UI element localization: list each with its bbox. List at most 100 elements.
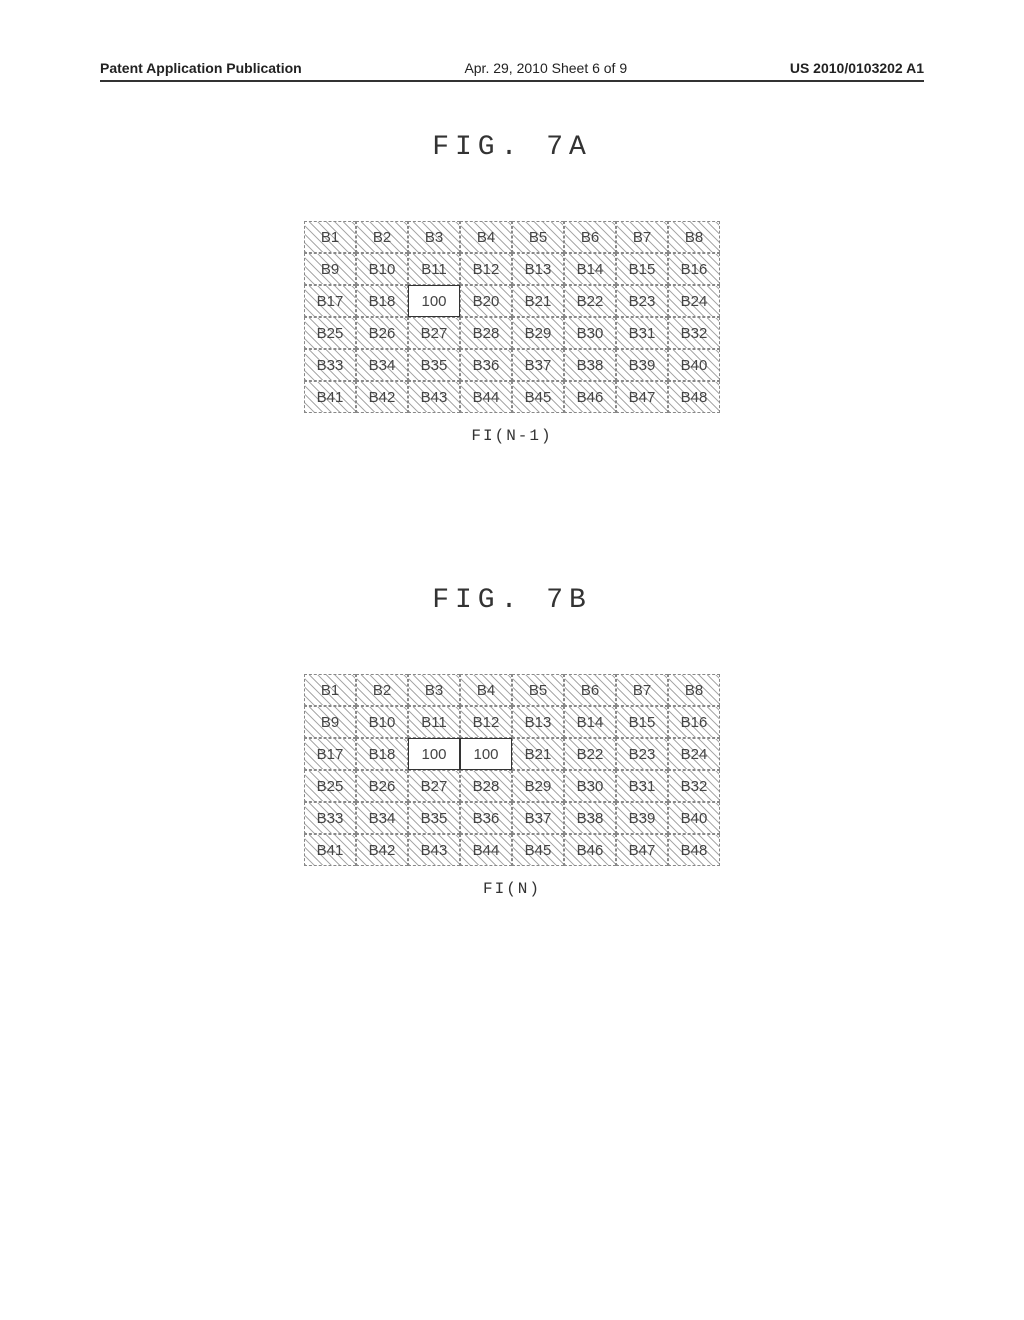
grid-cell-label: B46 [577, 842, 604, 859]
grid-cell: B21 [512, 285, 564, 317]
grid-cell: B28 [460, 317, 512, 349]
grid-cell-label: B1 [321, 229, 339, 246]
grid-cell-label: B42 [369, 389, 396, 406]
grid-cell-label: B24 [681, 746, 708, 763]
grid-cell-label: B47 [629, 842, 656, 859]
grid-cell-label: B3 [425, 229, 443, 246]
grid-cell: B48 [668, 834, 720, 866]
grid-cell: B5 [512, 221, 564, 253]
grid-cell: B6 [564, 221, 616, 253]
grid-cell: B18 [356, 738, 408, 770]
figure-7a: FIG. 7A B1B2B3B4B5B6B7B8B9B10B11B12B13B1… [100, 132, 924, 445]
grid-cell: B18 [356, 285, 408, 317]
grid-cell-label: B9 [321, 261, 339, 278]
grid-cell: B33 [304, 802, 356, 834]
grid-cell: B42 [356, 381, 408, 413]
grid-cell-label: B14 [577, 261, 604, 278]
grid-cell: B48 [668, 381, 720, 413]
grid-cell: B3 [408, 221, 460, 253]
grid-cell-label: B5 [529, 229, 547, 246]
block-grid: B1B2B3B4B5B6B7B8B9B10B11B12B13B14B15B16B… [304, 674, 720, 866]
grid-cell: B31 [616, 770, 668, 802]
grid-cell-label: B36 [473, 357, 500, 374]
grid-cell-label: B17 [317, 293, 344, 310]
grid-cell-label: B40 [681, 810, 708, 827]
grid-cell: B31 [616, 317, 668, 349]
grid-cell: B17 [304, 738, 356, 770]
grid-cell: B38 [564, 349, 616, 381]
grid-cell: B7 [616, 221, 668, 253]
grid-cell: B42 [356, 834, 408, 866]
grid-cell-label: B18 [369, 746, 396, 763]
figure-7b: FIG. 7B B1B2B3B4B5B6B7B8B9B10B11B12B13B1… [100, 585, 924, 898]
grid-cell-label: B24 [681, 293, 708, 310]
grid-cell: B6 [564, 674, 616, 706]
grid-cell-label: B15 [629, 261, 656, 278]
grid-cell-label: B23 [629, 293, 656, 310]
grid-cell: B46 [564, 834, 616, 866]
grid-cell: B20 [460, 285, 512, 317]
figure-caption: FI(N) [483, 880, 541, 898]
grid-cell: B12 [460, 253, 512, 285]
grid-cell: B30 [564, 770, 616, 802]
grid-cell: B26 [356, 770, 408, 802]
grid-cell: B35 [408, 349, 460, 381]
grid-cell-label: B48 [681, 842, 708, 859]
grid-cell: 100 [460, 738, 512, 770]
grid-cell-label: B35 [421, 810, 448, 827]
grid-cell: B1 [304, 221, 356, 253]
grid-cell-label: B29 [525, 778, 552, 795]
grid-cell: B40 [668, 349, 720, 381]
grid-cell-label: B30 [577, 778, 604, 795]
grid-cell-label: B31 [629, 325, 656, 342]
grid-cell-label: B3 [425, 682, 443, 699]
grid-cell: B14 [564, 253, 616, 285]
grid-cell-label: B11 [421, 261, 447, 278]
grid-cell: B3 [408, 674, 460, 706]
grid-cell-label: B2 [373, 229, 391, 246]
grid-cell-label: B42 [369, 842, 396, 859]
figure-title: FIG. 7B [100, 585, 924, 616]
grid-cell-label: B13 [525, 714, 552, 731]
grid-cell: B10 [356, 253, 408, 285]
grid-cell: B34 [356, 802, 408, 834]
grid-cell: B11 [408, 706, 460, 738]
grid-cell: B34 [356, 349, 408, 381]
header-center: Apr. 29, 2010 Sheet 6 of 9 [464, 60, 627, 76]
grid-cell-label: B45 [525, 842, 552, 859]
grid-cell-label: B45 [525, 389, 552, 406]
grid-cell-label: B41 [317, 389, 344, 406]
grid-cell-label: B44 [473, 389, 500, 406]
grid-cell-label: B7 [633, 229, 651, 246]
grid-cell-label: B39 [629, 357, 656, 374]
grid-cell: B32 [668, 770, 720, 802]
grid-cell: B41 [304, 381, 356, 413]
grid-cell-label: B8 [685, 229, 703, 246]
grid-cell-label: B11 [421, 714, 447, 731]
grid-cell: B15 [616, 253, 668, 285]
grid-cell: B44 [460, 834, 512, 866]
grid-cell: B25 [304, 770, 356, 802]
grid-cell: B8 [668, 674, 720, 706]
grid-cell: B28 [460, 770, 512, 802]
grid-cell: B25 [304, 317, 356, 349]
grid-cell: B40 [668, 802, 720, 834]
grid-cell: B41 [304, 834, 356, 866]
grid-cell: B47 [616, 381, 668, 413]
grid-cell-label: B4 [477, 229, 495, 246]
grid-cell-label: B28 [473, 778, 500, 795]
grid-cell-label: B44 [473, 842, 500, 859]
grid-cell: B23 [616, 285, 668, 317]
grid-cell: B15 [616, 706, 668, 738]
grid-cell-label: B25 [317, 778, 344, 795]
grid-cell-label: B12 [473, 714, 500, 731]
grid-cell: B9 [304, 706, 356, 738]
grid-cell: B26 [356, 317, 408, 349]
grid-cell: B47 [616, 834, 668, 866]
grid-cell: B24 [668, 285, 720, 317]
grid-cell: B29 [512, 317, 564, 349]
grid-cell-label: B16 [681, 261, 708, 278]
grid-cell-label: B27 [421, 778, 448, 795]
grid-cell-label: B7 [633, 682, 651, 699]
grid-cell: B8 [668, 221, 720, 253]
